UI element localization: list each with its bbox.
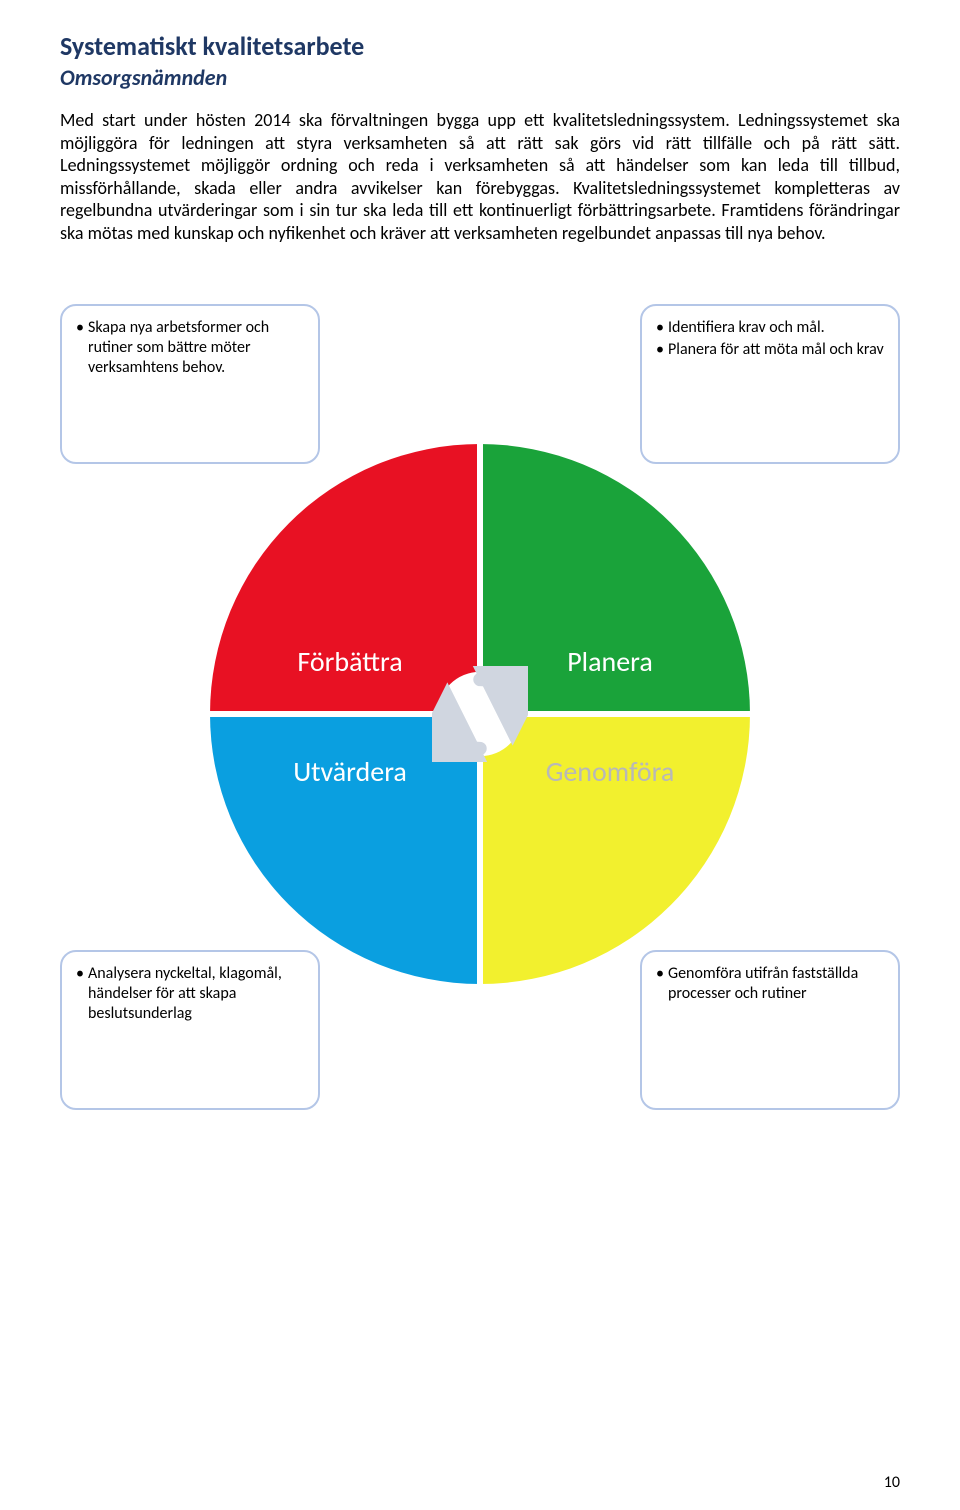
page-subheading: Omsorgsnämnden	[60, 64, 900, 91]
quadrant-label-planera: Planera	[510, 644, 710, 679]
quadrant-label-utvardera: Utvärdera	[250, 754, 450, 789]
callout-item: Identifiera krav och mål.	[656, 318, 884, 338]
page-number: 10	[884, 1473, 900, 1492]
callout-item: Skapa nya arbetsformer och rutiner som b…	[76, 318, 304, 378]
quadrant-label-genomfora: Genomföra	[510, 754, 710, 789]
pdca-wheel: Förbättra Planera Utvärdera Genomföra	[210, 444, 750, 984]
callout-planera: Identifiera krav och mål. Planera för at…	[640, 304, 900, 464]
page-heading: Systematiskt kvalitetsarbete	[60, 30, 900, 62]
quadrant-label-forbattra: Förbättra	[250, 644, 450, 679]
callout-item: Planera för att möta mål och krav	[656, 340, 884, 360]
cycle-arrows-icon	[432, 666, 528, 762]
intro-paragraph: Med start under hösten 2014 ska förvaltn…	[60, 109, 900, 244]
callout-forbattra: Skapa nya arbetsformer och rutiner som b…	[60, 304, 320, 464]
pdca-diagram: Skapa nya arbetsformer och rutiner som b…	[60, 304, 900, 1124]
